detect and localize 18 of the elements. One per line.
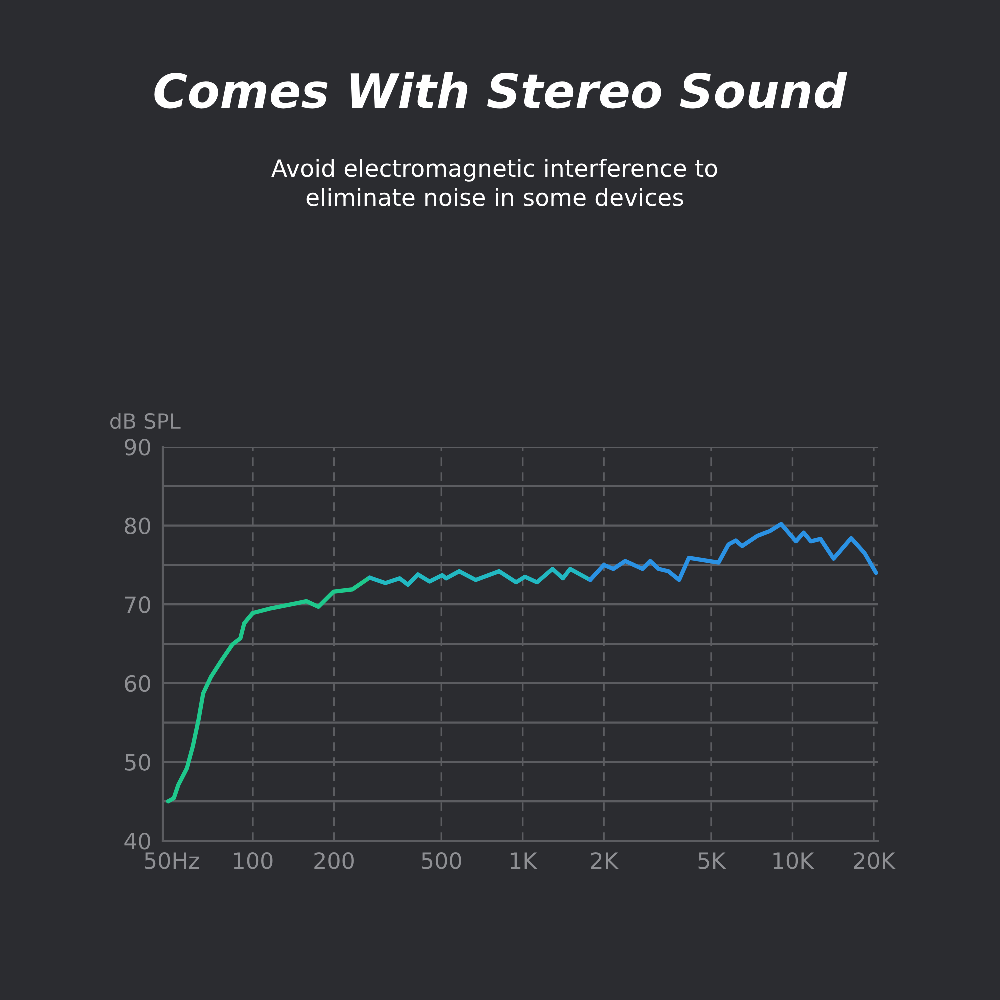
y-tick-label: 70	[125, 596, 150, 614]
x-tick-label: 5K	[698, 852, 726, 870]
y-tick-label: 50	[125, 754, 150, 771]
x-tick-label: 10K	[774, 852, 815, 870]
x-tick-label: 1K	[510, 852, 538, 869]
x-tick-label: 50Hz	[145, 852, 200, 870]
x-tick-label: 100	[234, 852, 273, 870]
x-tick-label: 200	[314, 852, 354, 870]
y-tick-label: 90	[125, 438, 150, 456]
x-tick-label: 2K	[591, 852, 619, 869]
y-tick-label: 40	[124, 832, 150, 850]
y-tick-label: 60	[125, 675, 150, 692]
chart-title: Comes With Stereo Sound	[154, 72, 848, 109]
x-tick-label: 20K	[854, 852, 896, 870]
y-axis-title: dB SPL	[110, 413, 181, 430]
y-tick-label: 80	[125, 518, 150, 535]
chart-subtitle: Avoid electromagnetic interference to eliminate noise in some devices	[272, 159, 718, 206]
x-tick-label: 500	[422, 852, 462, 870]
